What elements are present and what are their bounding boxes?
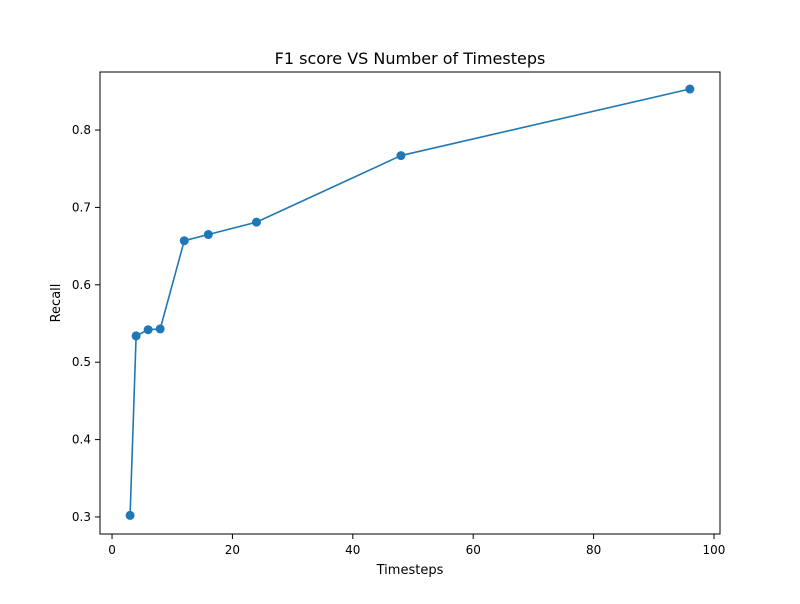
y-tick-label: 0.7 xyxy=(72,200,91,214)
data-point xyxy=(155,324,165,334)
data-point xyxy=(203,230,213,240)
plot-area xyxy=(99,71,721,535)
x-axis: 0 20 40 60 80 100 xyxy=(108,534,725,557)
y-tick-label: 0.3 xyxy=(72,510,91,524)
x-tick-label: 40 xyxy=(345,543,360,557)
y-tick-label: 0.6 xyxy=(72,278,91,292)
x-tick-label: 80 xyxy=(586,543,601,557)
x-tick-label: 0 xyxy=(108,543,116,557)
data-point xyxy=(685,84,695,94)
series-layer xyxy=(125,84,695,520)
y-tick-label: 0.4 xyxy=(72,433,91,447)
data-point xyxy=(252,217,262,227)
data-point xyxy=(179,236,189,246)
data-point xyxy=(125,510,135,520)
x-axis-label: Timesteps xyxy=(376,563,444,578)
x-tick-label: 100 xyxy=(703,543,726,557)
data-point xyxy=(131,331,141,341)
x-tick-label: 20 xyxy=(225,543,240,557)
data-point xyxy=(396,151,406,161)
y-axis: 0.3 0.4 0.5 0.6 0.7 0.8 xyxy=(72,123,100,524)
y-tick-label: 0.8 xyxy=(72,123,91,137)
series-line xyxy=(129,88,691,516)
y-tick-label: 0.5 xyxy=(72,355,91,369)
data-point xyxy=(143,325,153,335)
chart-title: F1 score VS Number of Timesteps xyxy=(275,49,546,68)
y-axis-label: Recall xyxy=(49,284,64,323)
x-tick-label: 60 xyxy=(466,543,481,557)
